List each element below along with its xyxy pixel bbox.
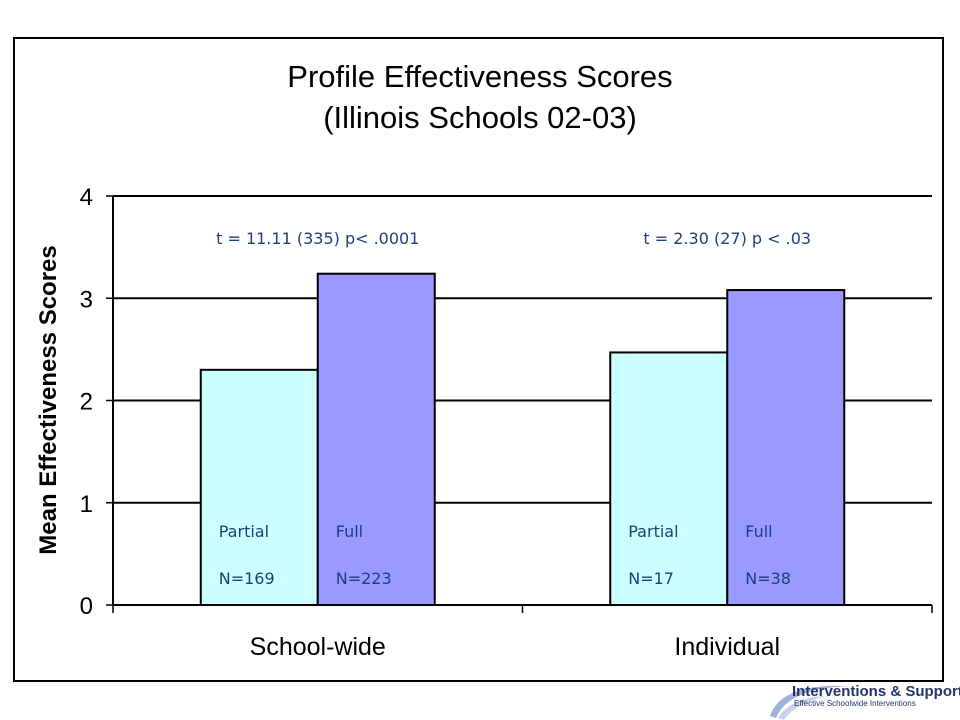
plot-area: 0 1 2 3 4 Partial N=169 Full N=223 School-wide t =… [80,184,933,661]
x-category-label: Individual [674,633,780,661]
logo-swoosh-icon [770,685,848,718]
logo-name: Interventions & Supports [792,683,960,700]
bar-n-label: N=169 [219,569,275,588]
y-tick-label-2: 2 [80,389,93,416]
y-axis-title: Mean Effectiveness Scores [35,245,62,554]
logo-tagline: Effective Schoolwide Interventions [794,699,916,708]
chart-frame [13,37,944,682]
bar-n-label: N=38 [745,569,791,588]
chart-subtitle: (Illinois Schools 02-03) [323,100,637,135]
bar-individual-full [726,289,846,606]
significance-annotation: t = 2.30 (27) p < .03 [643,229,811,248]
bar-series-label: Full [336,522,363,541]
bar-school-wide-full [316,272,436,606]
y-tick-label-0: 0 [80,593,93,620]
x-category-label: School-wide [250,633,386,661]
y-tick-label-3: 3 [80,286,93,313]
bar-series-label: Partial [628,522,678,541]
bar-n-label: N=223 [336,569,392,588]
bar-n-label: N=17 [628,569,674,588]
y-tick-label-1: 1 [80,491,93,518]
interventions-supports-logo: Interventions & Supports Effective Schoo… [770,683,960,720]
logo-swoosh-inner-icon [778,696,828,720]
bar-individual-partial [609,351,729,606]
bar-series-label: Partial [219,522,269,541]
bar-school-wide-partial [199,368,319,607]
chart-title: Profile Effectiveness Scores [287,59,672,94]
y-tick-label-4: 4 [80,184,93,211]
bar-series-label: Full [745,522,772,541]
significance-annotation: t = 11.11 (335) p< .0001 [216,229,419,248]
